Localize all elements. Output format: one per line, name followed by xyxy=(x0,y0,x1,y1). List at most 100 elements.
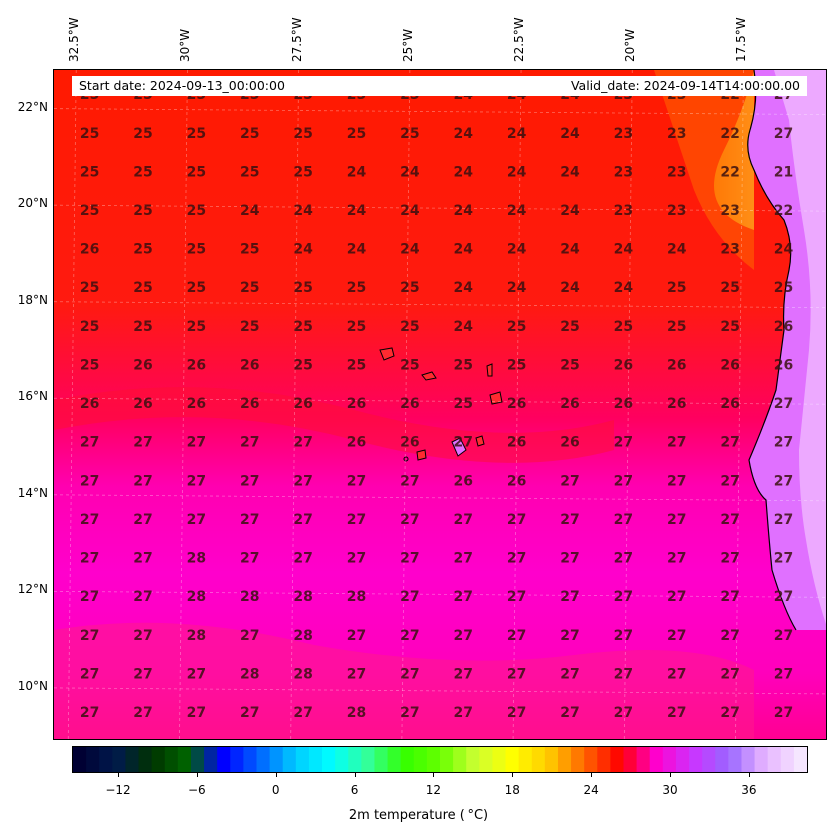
valid-date: Valid_date: 2024-09-14T14:00:00.00 xyxy=(570,78,800,93)
grid-value-label: 27 xyxy=(400,705,419,721)
grid-value-label: 26 xyxy=(560,435,579,451)
meridian-line xyxy=(623,70,633,739)
grid-value-label: 25 xyxy=(667,319,686,335)
island-sao-nicolau xyxy=(421,371,437,381)
grid-value-label: 27 xyxy=(560,512,579,528)
colorbar-swatch xyxy=(374,747,389,772)
colorbar-swatch xyxy=(675,747,690,772)
grid-value-label: 27 xyxy=(774,628,793,644)
grid-value-label: 27 xyxy=(614,705,633,721)
grid-value-label: 27 xyxy=(187,473,206,489)
grid-value-label: 24 xyxy=(560,203,580,219)
grid-value-label: 27 xyxy=(720,705,739,721)
grid-value-label: 26 xyxy=(507,396,526,412)
grid-value-label: 25 xyxy=(400,319,419,335)
grid-value-label: 25 xyxy=(293,280,312,296)
grid-value-label: 25 xyxy=(187,164,206,180)
colorbar-tickmark xyxy=(354,773,356,777)
grid-value-label: 25 xyxy=(187,126,206,142)
colorbar-swatch xyxy=(662,747,677,772)
grid-value-label: 27 xyxy=(347,666,366,682)
grid-value-label: 28 xyxy=(293,628,312,644)
grid-value-label: 28 xyxy=(187,589,206,605)
grid-value-label: 27 xyxy=(187,435,206,451)
grid-value-label: 26 xyxy=(400,396,419,412)
grid-value-label: 27 xyxy=(720,435,739,451)
grid-value-label: 23 xyxy=(667,164,686,180)
grid-value-label: 21 xyxy=(774,164,793,180)
meridian-line xyxy=(290,70,300,739)
grid-value-label: 28 xyxy=(347,705,366,721)
grid-value-label: 25 xyxy=(453,357,472,373)
colorbar-swatch xyxy=(125,747,140,772)
longitude-label: 17.5°W xyxy=(734,17,749,62)
grid-value-label: 25 xyxy=(293,357,312,373)
grid-value-label: 24 xyxy=(453,126,473,142)
map-canvas: 2525252525252524242423232227372525252525… xyxy=(54,70,826,739)
grid-value-label: 27 xyxy=(133,512,152,528)
grid-value-label: 26 xyxy=(507,473,526,489)
grid-value-label: 24 xyxy=(453,242,473,258)
grid-value-label: 27 xyxy=(293,435,312,451)
grid-value-label: 25 xyxy=(187,319,206,335)
longitude-label: 20°W xyxy=(623,28,638,62)
latitude-label: 20°N xyxy=(17,196,48,211)
grid-value-label: 22 xyxy=(720,164,739,180)
grid-value-label: 27 xyxy=(560,705,579,721)
colorbar-swatch xyxy=(728,747,743,772)
colorbar-swatch xyxy=(86,747,100,772)
grid-value-label: 23 xyxy=(720,242,739,258)
grid-value-label: 27 xyxy=(614,589,633,605)
grid-value-label: 23 xyxy=(614,164,633,180)
colorbar-swatch xyxy=(400,747,415,772)
grid-value-label: 27 xyxy=(240,705,259,721)
colorbar-tickmark xyxy=(196,773,198,777)
colorbar-swatch xyxy=(479,747,494,772)
colorbar-tick-label: −6 xyxy=(187,783,206,797)
meridian-line xyxy=(67,70,77,739)
grid-value-label: 25 xyxy=(133,280,152,296)
latitude-label: 14°N xyxy=(17,485,48,500)
grid-value-label: 25 xyxy=(400,357,419,373)
grid-value-label: 27 xyxy=(133,435,152,451)
grid-value-label: 26 xyxy=(133,396,152,412)
grid-value-label: 27 xyxy=(187,705,206,721)
grid-value-label: 27 xyxy=(720,551,739,567)
grid-value-label: 25 xyxy=(347,357,366,373)
latitude-label: 12°N xyxy=(17,582,48,597)
grid-value-label: 28 xyxy=(187,551,206,567)
colorbar-swatch xyxy=(138,747,153,772)
colorbar-swatch xyxy=(715,747,729,772)
grid-value-label: 24 xyxy=(560,242,580,258)
grid-value-label: 22 xyxy=(720,126,739,142)
grid-value-label: 28 xyxy=(293,589,312,605)
grid-value-label: 24 xyxy=(400,203,420,219)
grid-value-label: 25 xyxy=(720,319,739,335)
grid-value-label: 27 xyxy=(774,435,793,451)
grid-value-label: 28 xyxy=(293,666,312,682)
grid-value-label: 27 xyxy=(347,551,366,567)
grid-value-label: 26 xyxy=(240,357,259,373)
colorbar-tickmark xyxy=(591,773,593,777)
grid-value-label: 27 xyxy=(453,705,472,721)
grid-value-label: 26 xyxy=(774,319,793,335)
grid-value-label: 25 xyxy=(347,280,366,296)
colorbar-swatch xyxy=(308,747,323,772)
grid-value-label: 27 xyxy=(187,666,206,682)
grid-value-label: 26 xyxy=(240,396,259,412)
grid-value-label: 26 xyxy=(80,242,99,258)
colorbar-swatch xyxy=(73,747,87,772)
grid-value-label: 26 xyxy=(507,435,526,451)
grid-value-label: 26 xyxy=(80,396,99,412)
grid-value-label: 23 xyxy=(667,203,686,219)
grid-value-label: 25 xyxy=(400,126,419,142)
island-fogo xyxy=(416,449,427,461)
grid-value-label: 25 xyxy=(187,280,206,296)
grid-value-label: 27 xyxy=(560,589,579,605)
colorbar-swatch xyxy=(689,747,703,772)
grid-value-label: 27 xyxy=(720,589,739,605)
grid-value-label: 26 xyxy=(293,396,312,412)
island-santo-antao xyxy=(379,347,395,361)
grid-value-label: 24 xyxy=(400,164,420,180)
grid-value-label: 27 xyxy=(667,473,686,489)
